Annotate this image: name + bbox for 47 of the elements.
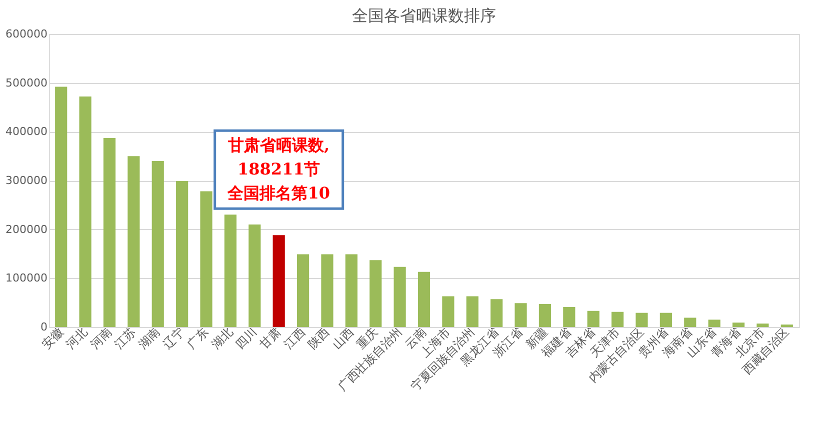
bar	[538, 304, 552, 327]
bar	[587, 310, 600, 327]
bar	[55, 86, 68, 327]
x-tick-label: 陕西	[305, 324, 332, 352]
bar	[128, 156, 140, 327]
bar	[272, 235, 285, 327]
bar	[248, 224, 261, 327]
bar	[514, 303, 527, 327]
bar	[684, 318, 696, 327]
y-tick-label: 300000	[6, 174, 48, 187]
y-tick-label: 200000	[6, 222, 48, 236]
annotation: 全国排名第10	[226, 184, 330, 203]
bar	[224, 214, 236, 327]
bar	[79, 96, 92, 327]
bar	[394, 266, 406, 327]
y-tick-label: 500000	[6, 76, 48, 90]
y-tick-label: 0	[40, 320, 48, 334]
chart-title: 全国各省晒课数排序	[352, 6, 496, 25]
bar	[660, 312, 672, 327]
bar	[200, 191, 212, 327]
bar	[321, 254, 334, 327]
x-tick-label: 湖北	[208, 324, 236, 352]
bar	[563, 306, 576, 327]
bar	[152, 160, 164, 327]
bar	[345, 254, 358, 327]
bar	[370, 260, 382, 327]
bar	[756, 324, 769, 327]
x-tick-label: 江西	[281, 324, 308, 352]
bar	[418, 272, 430, 327]
bar	[103, 138, 116, 327]
x-tick-label: 山西	[330, 324, 356, 352]
bar	[732, 322, 745, 327]
bar	[708, 320, 720, 327]
bar	[466, 296, 478, 327]
bar	[296, 254, 310, 327]
x-tick-label: 河南	[88, 324, 114, 352]
bar	[176, 180, 188, 327]
annotation: 甘肃省晒课数,	[227, 136, 330, 155]
bar	[636, 312, 648, 327]
annotation: 188211节	[237, 160, 320, 179]
bar	[490, 299, 503, 327]
x-tick-label: 河北	[63, 324, 90, 352]
y-tick-label: 100000	[6, 272, 48, 285]
y-tick-label: 600000	[6, 28, 48, 40]
y-tick-label: 400000	[6, 125, 48, 138]
bar	[612, 312, 624, 327]
bar	[442, 296, 454, 327]
